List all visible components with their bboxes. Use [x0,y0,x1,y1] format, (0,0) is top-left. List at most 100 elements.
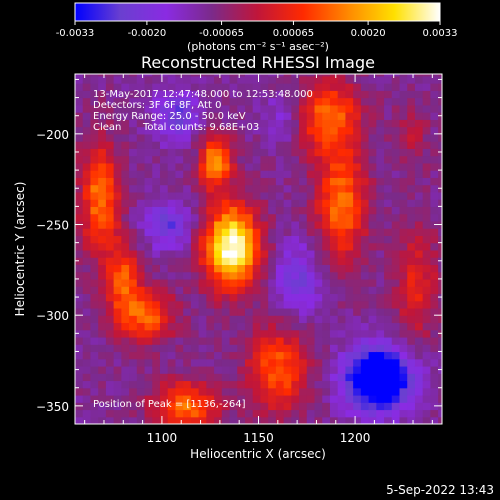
heatmap-cell [252,90,262,99]
heatmap-cell [252,315,262,324]
heatmap-cell [275,191,285,200]
heatmap-cell [260,365,269,374]
heatmap-cell [438,344,442,353]
heatmap-cell [90,119,99,128]
heatmap-cell [144,358,153,367]
heatmap-cell [90,307,99,316]
heatmap-cell [206,278,215,287]
heatmap-cell [329,191,339,200]
heatmap-cell [221,235,231,244]
heatmap-cell [198,329,207,338]
heatmap-cell [291,351,300,360]
heatmap-cell [198,271,207,280]
heatmap-cell [175,235,184,244]
heatmap-cell [113,380,122,389]
heatmap-cell [329,133,339,142]
heatmap-cell [129,322,138,331]
heatmap-cell [144,416,153,424]
heatmap-cell [376,416,385,424]
heatmap-cell [345,170,354,178]
heatmap-cell [237,155,246,164]
heatmap-cell [414,220,424,229]
heatmap-cell [152,126,161,135]
heatmap-cell [329,83,339,91]
heatmap-cell [391,373,401,382]
heatmap-cell [268,365,277,374]
heatmap-cell [198,387,207,396]
heatmap-cell [221,257,231,266]
heatmap-cell [159,141,169,149]
heatmap-cell [136,402,146,411]
heatmap-cell [322,213,331,222]
heatmap-cell [422,242,432,251]
heatmap-cell [113,133,122,142]
heatmap-cell [152,373,161,382]
heatmap-cell [353,235,362,244]
heatmap-cell [183,329,192,338]
info-time-range: 13-May-2017 12:47:48.000 to 12:53:48.000 [93,89,313,100]
heatmap-cell [190,184,200,193]
heatmap-cell [360,170,370,178]
heatmap-cell [260,112,269,120]
heatmap-cell [360,104,370,113]
heatmap-cell [384,191,393,200]
heatmap-cell [430,148,439,157]
heatmap-cell [105,307,115,316]
heatmap-cell [283,133,292,142]
heatmap-cell [291,358,300,367]
heatmap-cell [407,344,416,353]
heatmap-cell [98,133,107,142]
heatmap-cell [159,213,169,222]
heatmap-cell [268,249,277,258]
heatmap-cell [391,249,401,258]
heatmap-cell [306,257,316,266]
heatmap-cell [283,83,292,91]
heatmap-cell [291,344,300,353]
heatmap-cell [237,90,246,99]
heatmap-cell [206,365,215,374]
heatmap-cell [136,228,146,236]
heatmap-cell [283,191,292,200]
heatmap-cell [206,133,215,142]
heatmap-cell [206,394,215,403]
heatmap-cell [353,380,362,389]
heatmap-cell [337,409,347,418]
heatmap-cell [376,300,385,309]
heatmap-cell [337,220,347,229]
heatmap-cell [299,264,308,273]
heatmap-cell [391,74,401,77]
heatmap-cell [283,329,292,338]
heatmap-cell [82,148,92,157]
heatmap-cell [283,409,292,418]
heatmap-cell [275,358,285,367]
heatmap-cell [275,373,285,382]
heatmap-cell [167,199,177,207]
heatmap-cell [105,387,115,396]
heatmap-cell [190,278,200,287]
heatmap-cell [337,394,347,403]
heatmap-cell [414,90,424,99]
heatmap-cell [113,300,122,309]
heatmap-cell [376,307,385,316]
heatmap-cell [159,155,169,164]
heatmap-cell [167,249,177,258]
heatmap-cell [291,257,300,266]
heatmap-cell [268,104,277,113]
heatmap-cell [438,249,442,258]
heatmap-cell [391,148,401,157]
heatmap-cell [98,242,107,251]
heatmap-cell [360,373,370,382]
heatmap-cell [399,242,408,251]
heatmap-cell [384,278,393,287]
heatmap-cell [175,155,184,164]
heatmap-cell [260,228,269,236]
heatmap-cell [360,286,370,295]
heatmap-cell [98,170,107,178]
heatmap-cell [190,177,200,186]
heatmap-cell [159,184,169,193]
heatmap-cell [82,112,92,120]
heatmap-cell [98,199,107,207]
heatmap-cell [90,126,99,135]
heatmap-cell [167,119,177,128]
heatmap-cell [322,315,331,324]
